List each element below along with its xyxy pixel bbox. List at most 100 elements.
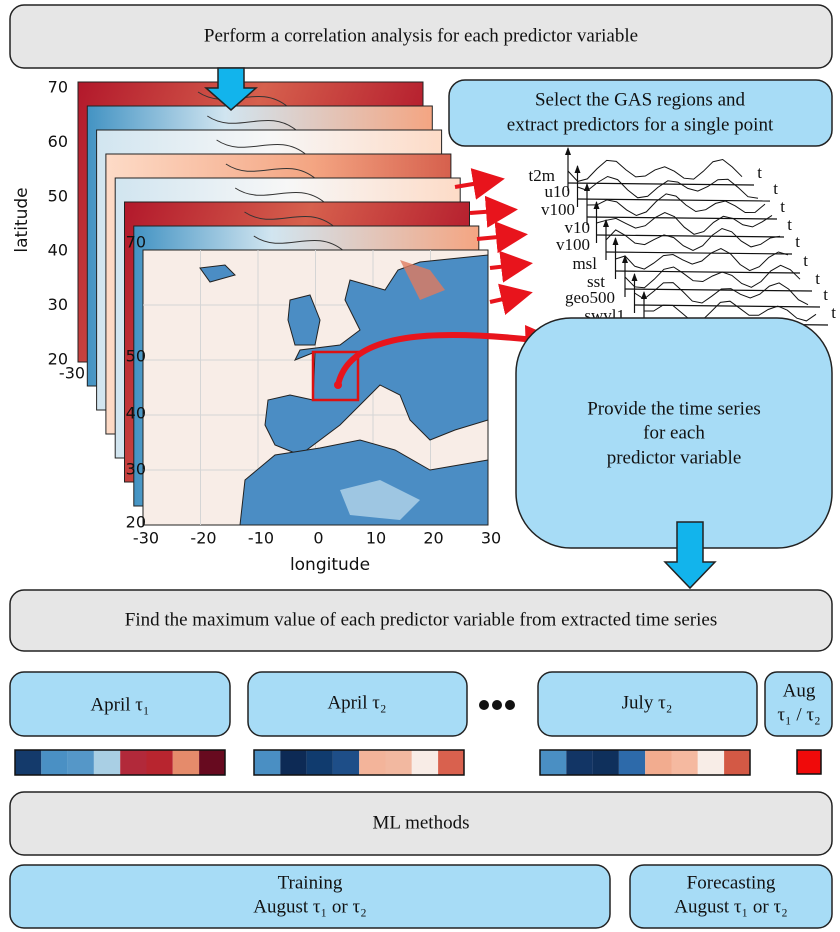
- period-label: April τ₂: [327, 692, 386, 713]
- flow-arrow: [663, 521, 717, 590]
- step-box: [9, 791, 833, 856]
- period-box: [9, 671, 231, 737]
- tick-label: 30: [481, 529, 501, 548]
- axis-head: [584, 183, 590, 191]
- axis-head: [612, 237, 619, 245]
- time-label: t: [773, 179, 778, 198]
- series-axis: [567, 182, 755, 186]
- series-line: [586, 193, 766, 217]
- swatch-cell: [438, 750, 465, 775]
- variable-label: geo500: [565, 288, 615, 307]
- variable-label: msl: [572, 254, 597, 273]
- series-axis: [577, 198, 771, 202]
- tick-label: 70: [48, 78, 68, 97]
- land-detail: [340, 480, 420, 520]
- step-text: for each: [643, 422, 705, 443]
- time-label: t: [757, 163, 762, 182]
- target-swatch: [796, 749, 822, 775]
- x-axis-label: longitude: [290, 555, 370, 575]
- output-text: August τ₁ or τ₂: [253, 896, 367, 917]
- tick-label: 50: [48, 186, 68, 205]
- land: [264, 254, 489, 456]
- swatch-border: [253, 749, 465, 776]
- series-axis: [615, 270, 801, 274]
- swatch-cell: [411, 750, 439, 775]
- series-line: [605, 227, 781, 252]
- swatch-cell: [280, 750, 307, 775]
- land: [287, 294, 321, 346]
- period-box: [537, 671, 758, 737]
- step-text: Find the maximum value of each predictor…: [125, 609, 717, 630]
- step-text: ML methods: [373, 812, 470, 833]
- swatch-cell: [199, 750, 226, 775]
- series-axis: [586, 216, 778, 220]
- swatch-cell: [67, 750, 94, 775]
- tick-label: -30: [59, 364, 85, 383]
- axis-head: [593, 201, 600, 209]
- output-text: Training: [278, 872, 343, 893]
- output-box: [629, 864, 833, 929]
- swatch-cell: [359, 750, 386, 775]
- swatch-cell: [724, 750, 751, 775]
- output-box: [9, 864, 611, 929]
- axis-head: [641, 291, 647, 299]
- selected-region: [311, 350, 360, 402]
- step-box: [448, 79, 833, 147]
- swatch-cell: [697, 750, 725, 775]
- time-label: t: [823, 285, 828, 304]
- axis-head: [574, 165, 581, 173]
- swatch-cell: [41, 750, 68, 775]
- extraction-arrows: [454, 168, 533, 315]
- axis-head: [631, 273, 638, 281]
- step-text: extract predictors for a single point: [507, 114, 774, 135]
- land-detail: [400, 260, 445, 300]
- axis-head: [603, 219, 609, 227]
- tick-label: 20: [423, 529, 443, 548]
- swatch-cell: [592, 750, 619, 775]
- swatch-border: [14, 749, 226, 776]
- time-label: t: [780, 197, 785, 216]
- tick-label: 40: [48, 241, 68, 260]
- step-box: [515, 317, 833, 549]
- swatch-cell: [618, 750, 646, 775]
- tick-label: 20: [48, 350, 68, 369]
- ellipsis: [479, 700, 515, 710]
- step-box: [9, 4, 833, 69]
- series-line: [644, 300, 817, 322]
- tick-label: 60: [48, 132, 68, 151]
- series-line: [596, 211, 773, 235]
- axis-head: [622, 255, 628, 263]
- series-line: [624, 264, 801, 289]
- tick-label: -30: [133, 529, 159, 548]
- variable-label: v100: [556, 235, 590, 254]
- y-axis-label: latitude: [12, 187, 32, 252]
- tick-label: 70: [126, 233, 146, 252]
- time-label: t: [831, 303, 836, 322]
- output-text: Forecasting: [687, 872, 776, 893]
- time-label: t: [787, 215, 792, 234]
- series-line: [577, 175, 759, 199]
- swatch-cell: [93, 750, 121, 775]
- period-label: τ₁ / τ₂: [777, 704, 820, 725]
- tick-label: 20: [126, 513, 146, 532]
- variable-label: v100: [541, 200, 575, 219]
- step-text: Perform a correlation analysis for each …: [204, 25, 638, 46]
- step-text: Provide the time series: [587, 398, 761, 419]
- swatch-cell: [645, 750, 672, 775]
- variable-label: sst: [587, 272, 605, 291]
- period-box: [764, 671, 833, 737]
- period-label: Aug: [783, 680, 816, 701]
- selected-point: [334, 381, 342, 389]
- tick-label: 0: [313, 529, 323, 548]
- swatch-cell: [332, 750, 360, 775]
- time-label: t: [795, 232, 800, 251]
- swatch-cell: [172, 750, 200, 775]
- series-line: [634, 282, 809, 306]
- tick-label: 30: [126, 460, 146, 479]
- variable-label: t2m: [529, 166, 555, 185]
- series-axis: [596, 234, 785, 238]
- tick-label: 50: [126, 347, 146, 366]
- tick-label: 40: [126, 404, 146, 423]
- series-line: [567, 158, 743, 182]
